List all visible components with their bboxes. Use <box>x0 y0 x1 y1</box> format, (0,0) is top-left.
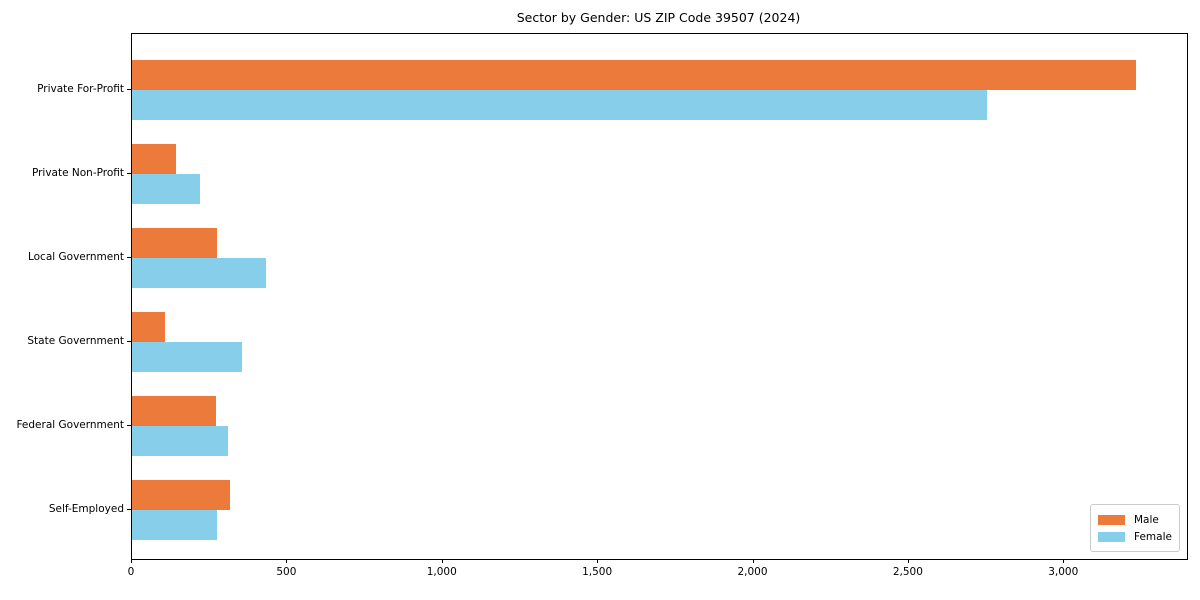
y-tick-mark <box>127 173 131 174</box>
x-tick-label-3,000: 3,000 <box>1048 566 1079 578</box>
bar-male-federal-government <box>132 396 216 426</box>
y-tick-label-self-employed: Self-Employed <box>48 503 124 515</box>
x-tick-mark <box>597 559 599 563</box>
legend-label-female: Female <box>1134 530 1172 543</box>
y-tick-label-federal-government: Federal Government <box>16 419 124 431</box>
category-row-federal-government <box>132 384 1187 468</box>
category-row-private-non-profit <box>132 132 1187 216</box>
bar-female-state-government <box>132 342 243 372</box>
x-tick-label-2,000: 2,000 <box>737 566 768 578</box>
x-tick-label-1,500: 1,500 <box>582 566 613 578</box>
bar-male-private-for-profit <box>132 60 1136 90</box>
bar-female-self-employed <box>132 510 218 540</box>
y-tick-label-local-government: Local Government <box>27 251 124 263</box>
x-tick-label-2,500: 2,500 <box>892 566 923 578</box>
legend-swatch-male <box>1098 514 1125 525</box>
category-row-local-government <box>132 216 1187 300</box>
y-tick-mark <box>127 257 131 258</box>
x-tick-mark <box>907 559 909 563</box>
legend-swatch-female <box>1098 531 1125 542</box>
bar-male-local-government <box>132 228 217 258</box>
y-tick-label-private-non-profit: Private Non-Profit <box>31 167 124 179</box>
y-tick-mark <box>127 89 131 90</box>
bar-female-local-government <box>132 258 266 288</box>
category-row-self-employed <box>132 468 1187 552</box>
y-tick-label-private-for-profit: Private For-Profit <box>37 83 124 95</box>
x-tick-label-1,000: 1,000 <box>426 566 457 578</box>
y-tick-mark <box>127 341 131 342</box>
x-tick-label-500: 500 <box>276 566 297 578</box>
legend-entry-female: Female <box>1098 528 1172 545</box>
y-tick-mark <box>127 509 131 510</box>
bar-male-self-employed <box>132 480 230 510</box>
x-tick-mark <box>286 559 288 563</box>
category-row-private-for-profit <box>132 48 1187 132</box>
plot-area: Male Female <box>131 33 1188 560</box>
x-tick-label-0: 0 <box>127 566 135 578</box>
x-tick-mark <box>441 559 443 563</box>
x-tick-mark <box>1063 559 1065 563</box>
legend-entry-male: Male <box>1098 511 1171 528</box>
bar-female-federal-government <box>132 426 229 456</box>
legend: Male Female <box>1090 504 1180 552</box>
bar-male-state-government <box>132 312 165 342</box>
legend-label-male: Male <box>1134 513 1159 526</box>
bar-male-private-non-profit <box>132 144 176 174</box>
y-tick-label-state-government: State Government <box>27 335 124 347</box>
x-tick-mark <box>131 559 132 563</box>
x-tick-mark <box>752 559 754 563</box>
y-tick-mark <box>127 425 131 426</box>
bar-female-private-for-profit <box>132 90 987 120</box>
category-row-state-government <box>132 300 1187 384</box>
chart-title: Sector by Gender: US ZIP Code 39507 (202… <box>516 10 801 25</box>
bar-female-private-non-profit <box>132 174 201 204</box>
